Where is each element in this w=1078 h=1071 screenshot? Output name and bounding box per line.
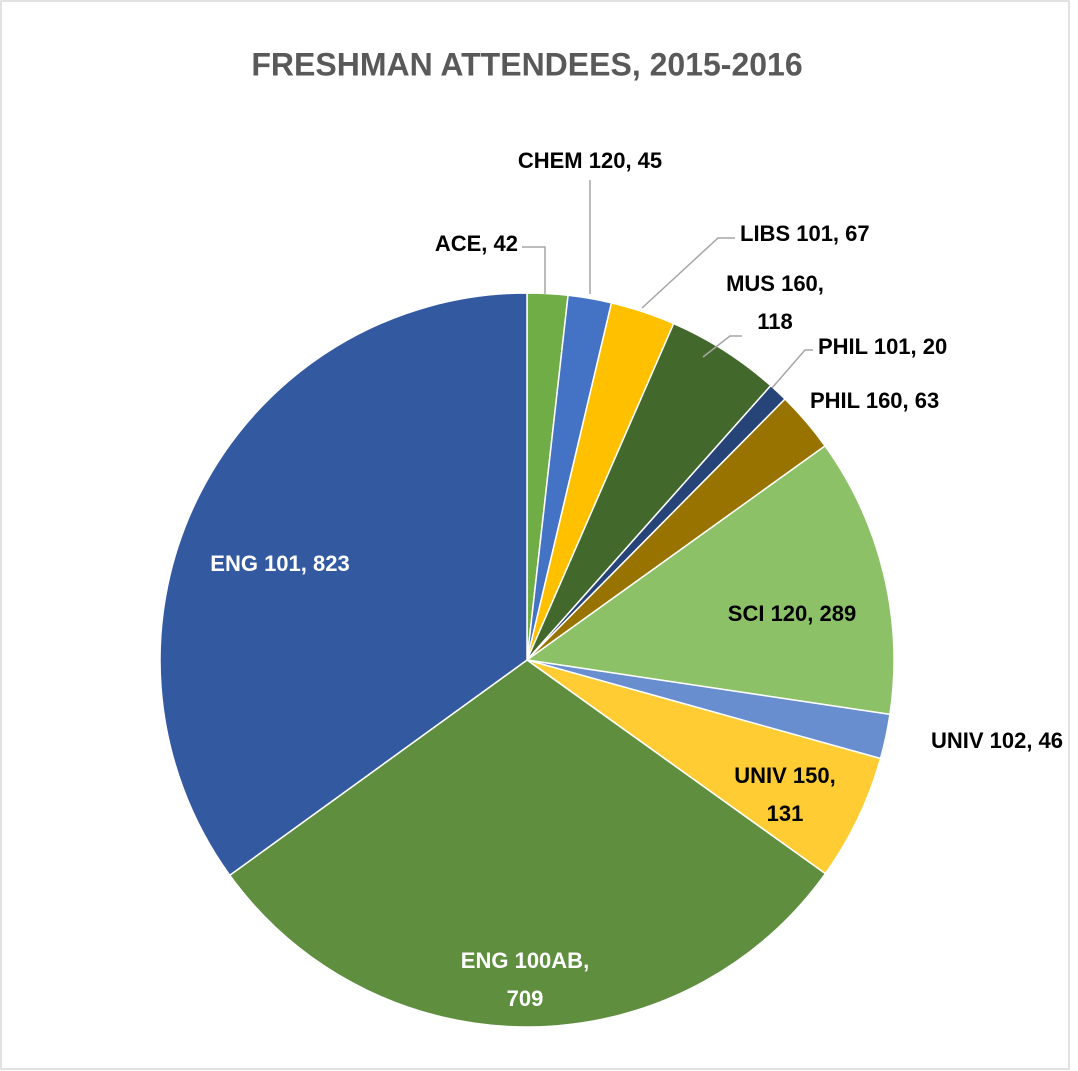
data-label-line: 118 <box>757 309 793 334</box>
data-label: PHIL 160, 63 <box>810 388 939 413</box>
chart-title: FRESHMAN ATTENDEES, 2015-2016 <box>251 46 802 82</box>
leader-line <box>641 237 735 309</box>
leader-line <box>702 335 742 358</box>
data-label-line: ENG 101, 823 <box>210 551 349 576</box>
data-label-line: UNIV 150, <box>734 763 836 788</box>
data-label: ACE, 42 <box>435 231 518 256</box>
data-label-line: PHIL 101, 20 <box>818 334 947 359</box>
pie-slice <box>525 444 895 716</box>
data-label-line: UNIV 102, 46 <box>931 728 1063 753</box>
pie-slice <box>159 292 528 877</box>
data-label: UNIV 102, 46 <box>931 728 1063 753</box>
data-label-line: ENG 100AB, <box>461 948 589 973</box>
pie-slice <box>228 659 827 1028</box>
leader-line <box>771 349 813 389</box>
pie-slice <box>526 659 882 875</box>
data-label: PHIL 101, 20 <box>818 334 947 359</box>
data-label: MUS 160, 118 <box>726 271 824 334</box>
data-label-line: SCI 120, 289 <box>728 601 856 626</box>
data-label-line: 131 <box>767 801 804 826</box>
data-label-line: 709 <box>507 986 544 1011</box>
data-label: LIBS 101, 67 <box>740 221 870 246</box>
data-label: ENG 100AB, 709 <box>461 948 589 1011</box>
data-label: UNIV 150, 131 <box>734 763 836 826</box>
data-label-line: LIBS 101, 67 <box>740 221 870 246</box>
data-label-line: PHIL 160, 63 <box>810 388 939 413</box>
data-label: SCI 120, 289 <box>728 601 856 626</box>
leader-line <box>522 246 546 294</box>
data-label: ENG 101, 823 <box>210 551 349 576</box>
data-label-line: MUS 160, <box>726 271 824 296</box>
data-label: CHEM 120, 45 <box>518 148 662 173</box>
data-label-line: ACE, 42 <box>435 231 518 256</box>
data-label-line: CHEM 120, 45 <box>518 148 662 173</box>
